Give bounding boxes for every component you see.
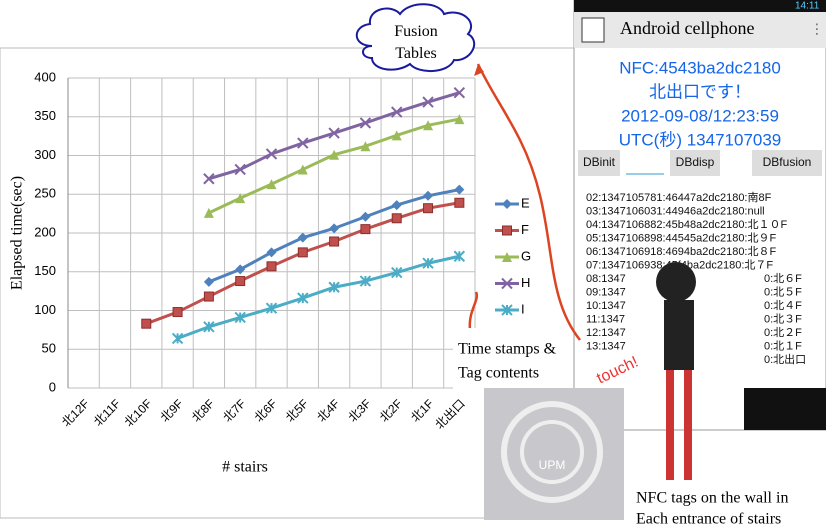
y-tick-label: 50 [42, 341, 56, 356]
log-line: 12:1347 [586, 327, 626, 339]
clock: 14:11 [795, 1, 820, 12]
legend-label: F [521, 222, 529, 237]
log-line: 03:1347106031:44946a2dc2180:null [586, 205, 765, 217]
leg [684, 370, 692, 480]
nfc-line: UTC(秒) 1347107039 [619, 130, 782, 149]
log-line: 0:北６F [764, 272, 802, 285]
point [455, 198, 464, 207]
legend-label: H [521, 275, 530, 290]
y-tick-label: 350 [34, 108, 56, 123]
point [330, 237, 339, 246]
y-tick-label: 150 [34, 263, 56, 278]
legend-label: G [521, 248, 531, 263]
y-tick-label: 0 [49, 379, 56, 394]
status-bar [574, 0, 826, 12]
log-line: 13:1347 [586, 340, 626, 352]
point [298, 248, 307, 257]
log-line: 02:1347105781:46447a2dc2180:南8F [586, 191, 772, 204]
log-line: 0:北３F [764, 312, 802, 325]
log-line: 04:1347106882:45b48a2dc2180:北１０F [586, 218, 787, 231]
log-line: 09:1347 [586, 286, 626, 298]
tag-logo: UPM [539, 458, 566, 472]
log-line: 05:1347106898:44545a2dc2180:北９F [586, 231, 776, 244]
log-line: 0:北５F [764, 285, 802, 298]
log-line: 06:1347106918:4694ba2dc2180:北８F [586, 245, 776, 258]
app-icon [582, 18, 604, 42]
callout: Time stamps & [458, 341, 557, 358]
legend-marker [503, 226, 512, 235]
hair [656, 262, 696, 302]
point [424, 204, 433, 213]
point [142, 319, 151, 328]
log-line: 11:1347 [586, 313, 625, 325]
point [236, 277, 245, 286]
nfc-line: 北出口です！ [649, 82, 751, 101]
point [361, 225, 370, 234]
nfc-line: 2012-09-08/12:23:59 [621, 106, 779, 125]
figure: 050100150200250300350400北12F北11F北10F北9F北… [0, 0, 826, 532]
point [267, 262, 276, 271]
log-line: 0:北１F [764, 339, 802, 352]
button-label[interactable]: DBdisp [676, 155, 715, 169]
legend-label: E [521, 195, 530, 210]
nfc-line: NFC:4543ba2dc2180 [619, 58, 781, 77]
log-line: 08:1347 [586, 273, 626, 285]
log-line: 0:北４F [764, 299, 802, 312]
torso [664, 300, 694, 370]
y-tick-label: 300 [34, 147, 56, 162]
log-line: 0:北２F [764, 326, 802, 339]
y-tick-label: 200 [34, 224, 56, 239]
button-label[interactable]: DBfusion [763, 155, 812, 169]
menu-icon: ⋮ [810, 21, 824, 37]
y-tick-label: 100 [34, 302, 56, 317]
app-title: Android cellphone [620, 18, 754, 38]
log-line: 0:北出口 [764, 352, 806, 366]
leg [666, 370, 674, 480]
nav-bar [744, 388, 826, 430]
point [392, 214, 401, 223]
legend-label: I [521, 301, 525, 316]
log-line: 10:1347 [586, 300, 626, 312]
point [204, 292, 213, 301]
point [173, 308, 182, 317]
caption: NFC tags on the wall in [636, 490, 788, 507]
y-axis-label: Elapsed time(sec) [9, 176, 26, 290]
y-tick-label: 400 [34, 69, 56, 84]
caption: Each entrance of stairs [636, 511, 781, 528]
callout-box [453, 328, 563, 392]
button-label[interactable]: DBinit [583, 155, 616, 169]
y-tick-label: 250 [34, 186, 56, 201]
x-axis-label: # stairs [222, 459, 268, 476]
callout: Tag contents [458, 365, 539, 382]
